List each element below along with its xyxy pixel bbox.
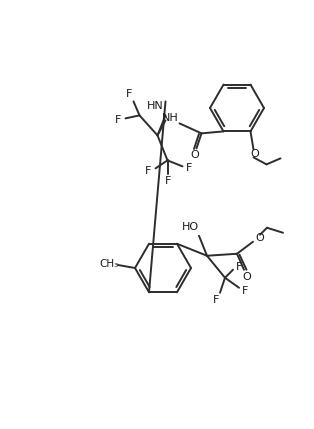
Text: O: O (243, 272, 252, 282)
Text: F: F (236, 262, 242, 272)
Text: F: F (145, 166, 152, 176)
Text: HN: HN (147, 101, 164, 112)
Text: HO: HO (181, 222, 198, 232)
Text: F: F (242, 286, 248, 296)
Text: O: O (190, 151, 199, 160)
Text: O: O (250, 149, 259, 160)
Text: F: F (213, 295, 219, 305)
Text: NH: NH (162, 113, 179, 124)
Text: F: F (126, 89, 133, 100)
Text: CH₃: CH₃ (99, 259, 119, 269)
Text: O: O (256, 233, 264, 243)
Text: F: F (186, 163, 193, 173)
Text: F: F (165, 176, 172, 186)
Text: F: F (115, 115, 122, 125)
